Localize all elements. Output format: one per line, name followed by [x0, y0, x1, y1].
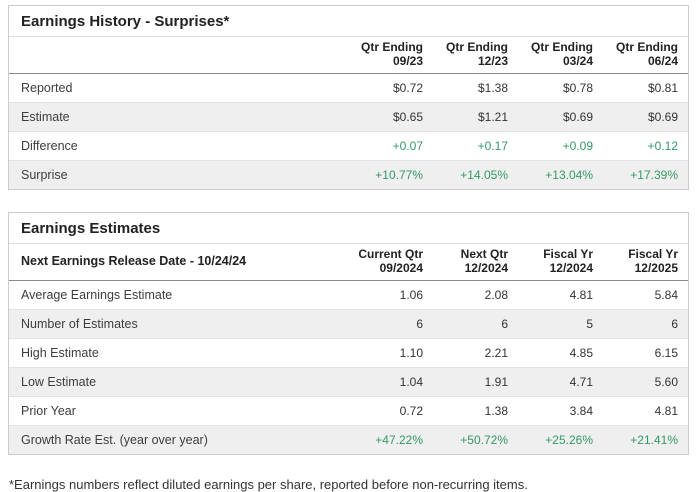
table-row-average-earnings-estimate: Average Earnings Estimate 1.06 2.08 4.81… — [9, 280, 688, 309]
earnings-footnote: *Earnings numbers reflect diluted earnin… — [9, 476, 528, 492]
earnings-estimates-panel: Earnings Estimates Next Earnings Release… — [8, 211, 689, 455]
cell-value: +17.39% — [630, 167, 678, 182]
cell-value: $0.81 — [647, 80, 678, 95]
cell-value: $1.21 — [477, 109, 508, 124]
earnings-history-table: Qtr Ending 09/23 Qtr Ending 12/23 Qtr Endi… — [9, 37, 688, 189]
cell-value: 1.38 — [484, 403, 508, 418]
earnings-estimates-title: Earnings Estimates — [9, 213, 688, 244]
column-header-line1: Qtr Ending — [531, 40, 593, 54]
column-header-line1: Qtr Ending — [361, 40, 423, 54]
cell-value: 6 — [416, 316, 423, 331]
row-label: Average Earnings Estimate — [21, 287, 173, 302]
next-earnings-release-date: Next Earnings Release Date - 10/24/24 — [9, 243, 348, 281]
row-label: High Estimate — [21, 345, 99, 360]
column-header-qtr-0923: Qtr Ending 09/23 — [348, 37, 433, 74]
cell-value: $0.69 — [562, 109, 593, 124]
cell-value: +50.72% — [460, 432, 508, 447]
column-header-current-qtr: Current Qtr 09/2024 — [348, 243, 433, 281]
row-label: Prior Year — [21, 403, 76, 418]
cell-value: $0.78 — [562, 80, 593, 95]
cell-value: +14.05% — [460, 167, 508, 182]
cell-value: 4.81 — [569, 287, 593, 302]
cell-value: 0.72 — [399, 403, 423, 418]
cell-value: 4.81 — [654, 403, 678, 418]
cell-value: 6 — [501, 316, 508, 331]
cell-value: +21.41% — [630, 432, 678, 447]
column-header-line2: 12/2024 — [464, 261, 508, 276]
cell-value: $0.72 — [392, 80, 423, 95]
table-row-estimate: Estimate $0.65 $1.21 $0.69 $0.69 — [9, 102, 688, 132]
cell-value: 6.15 — [654, 345, 678, 360]
row-label-column-header — [9, 37, 348, 74]
cell-value: 1.04 — [399, 374, 423, 389]
column-header-line2: 12/23 — [477, 54, 508, 69]
row-label: Low Estimate — [21, 374, 97, 389]
table-row-high-estimate: High Estimate 1.10 2.21 4.85 6.15 — [9, 338, 688, 367]
earnings-history-title: Earnings History - Surprises* — [9, 6, 688, 37]
column-header-line2: 06/24 — [647, 54, 678, 69]
column-header-line2: 12/2025 — [634, 261, 678, 276]
column-header-line1: Next Qtr — [460, 246, 508, 261]
cell-value: +47.22% — [375, 432, 423, 447]
column-header-next-qtr: Next Qtr 12/2024 — [433, 243, 518, 281]
earnings-estimates-header-row: Next Earnings Release Date - 10/24/24 Cu… — [9, 243, 688, 281]
cell-value: +25.26% — [545, 432, 593, 447]
earnings-history-header-row: Qtr Ending 09/23 Qtr Ending 12/23 Qtr Endi… — [9, 37, 688, 74]
cell-value: 4.85 — [569, 345, 593, 360]
cell-value: 3.84 — [569, 403, 593, 418]
column-header-fiscal-yr-2025: Fiscal Yr 12/2025 — [603, 243, 688, 281]
cell-value: $1.38 — [477, 80, 508, 95]
cell-value: +0.17 — [477, 138, 508, 153]
cell-value: $0.69 — [647, 109, 678, 124]
cell-value: $0.65 — [392, 109, 423, 124]
table-row-low-estimate: Low Estimate 1.04 1.91 4.71 5.60 — [9, 367, 688, 397]
cell-value: 5.60 — [654, 374, 678, 389]
column-header-line1: Qtr Ending — [616, 40, 678, 54]
earnings-estimates-table: Next Earnings Release Date - 10/24/24 Cu… — [9, 243, 688, 454]
cell-value: 6 — [671, 316, 678, 331]
table-row-reported: Reported $0.72 $1.38 $0.78 $0.81 — [9, 73, 688, 102]
cell-value: 2.21 — [484, 345, 508, 360]
table-row-number-of-estimates: Number of Estimates 6 6 5 6 — [9, 309, 688, 339]
column-header-line1: Fiscal Yr — [628, 246, 678, 261]
column-header-line2: 09/2024 — [379, 261, 423, 276]
row-label: Number of Estimates — [21, 316, 138, 331]
cell-value: +13.04% — [545, 167, 593, 182]
column-header-qtr-0324: Qtr Ending 03/24 — [518, 37, 603, 74]
cell-value: +0.09 — [562, 138, 593, 153]
table-row-surprise: Surprise +10.77% +14.05% +13.04% +17.39% — [9, 160, 688, 189]
row-label: Surprise — [21, 167, 68, 182]
cell-value: 5 — [586, 316, 593, 331]
column-header-line1: Fiscal Yr — [543, 246, 593, 261]
column-header-line1: Qtr Ending — [446, 40, 508, 54]
column-header-fiscal-yr-2024: Fiscal Yr 12/2024 — [518, 243, 603, 281]
column-header-line2: 03/24 — [562, 54, 593, 69]
earnings-history-panel: Earnings History - Surprises* Qtr Ending… — [8, 5, 689, 190]
row-label: Estimate — [21, 109, 70, 124]
column-header-line1: Current Qtr — [358, 246, 423, 261]
column-header-line2: 12/2024 — [549, 261, 593, 276]
cell-value: 1.10 — [399, 345, 423, 360]
table-row-difference: Difference +0.07 +0.17 +0.09 +0.12 — [9, 131, 688, 160]
cell-value: +0.12 — [647, 138, 678, 153]
row-label: Difference — [21, 138, 78, 153]
cell-value: +0.07 — [392, 138, 423, 153]
cell-value: 2.08 — [484, 287, 508, 302]
table-row-growth-rate-est: Growth Rate Est. (year over year) +47.22… — [9, 425, 688, 454]
column-header-qtr-1223: Qtr Ending 12/23 — [433, 37, 518, 74]
column-header-qtr-0624: Qtr Ending 06/24 — [603, 37, 688, 74]
row-label: Reported — [21, 80, 73, 95]
table-row-prior-year: Prior Year 0.72 1.38 3.84 4.81 — [9, 396, 688, 425]
cell-value: 1.06 — [399, 287, 423, 302]
cell-value: +10.77% — [375, 167, 423, 182]
cell-value: 4.71 — [569, 374, 593, 389]
cell-value: 1.91 — [484, 374, 508, 389]
column-header-line2: 09/23 — [392, 54, 423, 69]
row-label: Growth Rate Est. (year over year) — [21, 432, 208, 447]
cell-value: 5.84 — [654, 287, 678, 302]
